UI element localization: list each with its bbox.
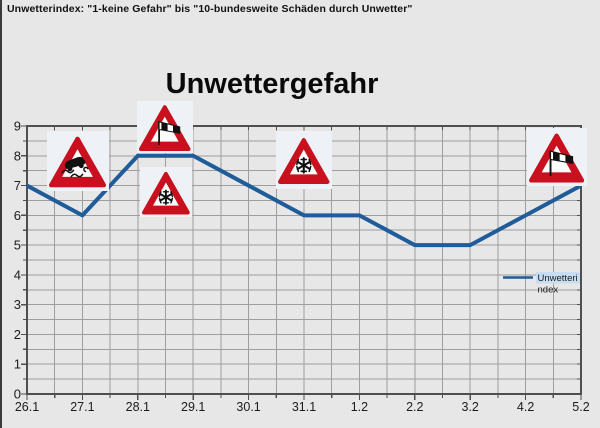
y-tick-label: 6: [14, 208, 21, 223]
y-tick-label: 3: [14, 297, 21, 312]
x-tick-label: 2.2: [406, 400, 423, 414]
x-tick-label: 1.2: [351, 400, 368, 414]
x-tick-label: 5.2: [572, 400, 589, 414]
unwetterindex-line: [26, 153, 582, 248]
y-tick-label: 1: [14, 357, 21, 372]
y-tick-label: 4: [14, 267, 21, 282]
y-tick-label: 7: [14, 178, 21, 193]
legend-selection-highlight: [536, 272, 580, 284]
chart-title: Unwettergefahr: [165, 68, 379, 100]
y-tick-label: 8: [14, 148, 21, 163]
x-tick-label: 31.1: [292, 400, 316, 414]
x-tick-label: 27.1: [70, 400, 94, 414]
x-tick-label: 26.1: [15, 400, 39, 414]
chart-subtitle-scale-note: Unwetterindex: "1-keine Gefahr" bis "10-…: [7, 3, 413, 15]
y-tick-label: 0: [14, 387, 21, 402]
legend-label-line: Unwetteri: [538, 273, 578, 284]
legend-label-line: ndex: [538, 285, 559, 296]
x-tick-label: 28.1: [126, 400, 150, 414]
x-tick-label: 29.1: [181, 400, 205, 414]
legend[interactable]: Unwetterindex: [503, 272, 580, 296]
x-tick-label: 4.2: [517, 400, 534, 414]
window-left-border: [0, 0, 2, 428]
axis-labels: 26.1 27.1 28.1 29.1 30.1 31.1 1.2 2.2 3.2 4.2 5.2 0…: [14, 119, 590, 415]
x-tick-label: 3.2: [462, 400, 479, 414]
y-tick-label: 9: [14, 119, 21, 134]
gridlines: [26, 125, 582, 395]
plot-frame: [21, 125, 582, 400]
x-tick-label: 30.1: [236, 400, 260, 414]
y-tick-label: 2: [14, 327, 21, 342]
y-tick-label: 5: [14, 238, 21, 253]
